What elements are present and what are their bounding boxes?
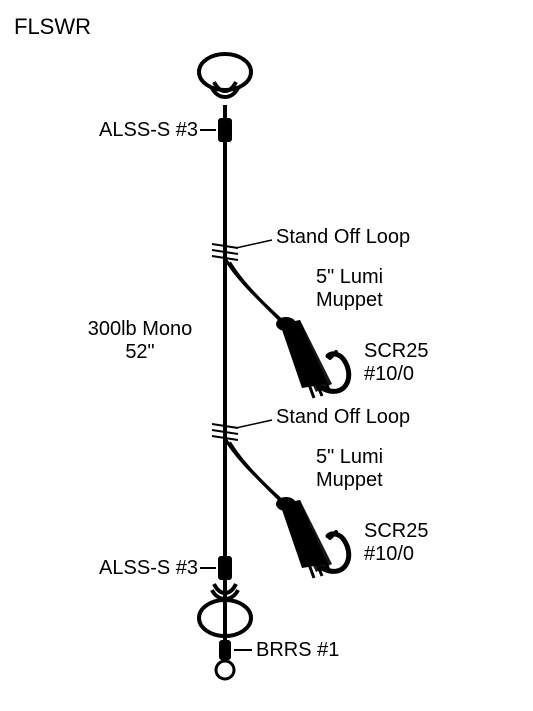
hook1-line2: #10/0	[364, 363, 414, 385]
top-sleeve-label: ALSS-S #3	[80, 119, 198, 142]
muppet1-line1: 5" Lumi	[316, 266, 383, 288]
muppet2-line2: Muppet	[316, 469, 383, 491]
loop1-text: Stand Off Loop	[276, 226, 410, 248]
hook1-label: SCR25 #10/0	[364, 340, 428, 386]
muppet2-line1: 5" Lumi	[316, 446, 383, 468]
swivel-label: BRRS #1	[256, 639, 339, 662]
hook2-label: SCR25 #10/0	[364, 520, 428, 566]
top-sleeve-text: ALSS-S #3	[99, 119, 198, 141]
loop2-label: Stand Off Loop	[276, 406, 410, 429]
muppet1-line2: Muppet	[316, 289, 383, 311]
loop1-label: Stand Off Loop	[276, 226, 410, 249]
muppet2-label: 5" Lumi Muppet	[316, 446, 383, 492]
swivel-text: BRRS #1	[256, 639, 339, 661]
muppet1-label: 5" Lumi Muppet	[316, 266, 383, 312]
mono-line1: 300lb Mono	[88, 318, 193, 340]
hook2-line1: SCR25	[364, 520, 428, 542]
mono-label: 300lb Mono 52"	[70, 318, 210, 364]
loop2-text: Stand Off Loop	[276, 406, 410, 428]
hook2-line2: #10/0	[364, 543, 414, 565]
bottom-sleeve-text: ALSS-S #3	[99, 557, 198, 579]
bottom-sleeve-label: ALSS-S #3	[80, 557, 198, 580]
hook1-line1: SCR25	[364, 340, 428, 362]
mono-line2: 52"	[125, 341, 154, 363]
